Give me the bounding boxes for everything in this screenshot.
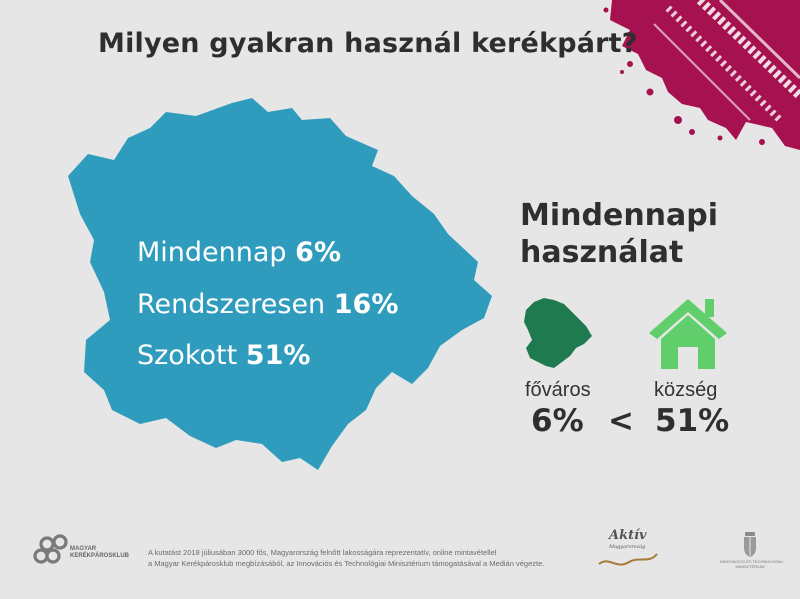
stat-value: 51% bbox=[245, 340, 311, 371]
ministry-line: MINISZTÉRIUM bbox=[735, 564, 765, 569]
stat-label: Mindennap bbox=[137, 237, 287, 268]
stats-list: Mindennap 6% Rendszeresen 16% Szokott 51… bbox=[137, 236, 398, 391]
stat-regular: Rendszeresen 16% bbox=[137, 288, 398, 321]
footer-note-line: A kutatást 2018 júliusában 3000 fős, Mag… bbox=[148, 548, 497, 557]
village-value: 51% bbox=[655, 403, 730, 439]
heading-line: Mindennapi bbox=[520, 198, 719, 233]
stat-label: Rendszeresen bbox=[137, 288, 326, 320]
stat-value: 6% bbox=[295, 237, 342, 268]
logo-line: MAGYAR bbox=[70, 546, 97, 552]
ministry-name: INNOVÁCIÓS ÉS TECHNOLÓGIAI MINISZTÉRIUM bbox=[720, 559, 783, 569]
ministry-logo: INNOVÁCIÓS ÉS TECHNOLÓGIAI MINISZTÉRIUM bbox=[720, 530, 783, 580]
comparison-operator: < bbox=[608, 403, 634, 439]
heading-line: használat bbox=[520, 235, 684, 270]
aktiv-swoosh-icon bbox=[598, 553, 658, 566]
aktiv-subtitle: Magyarország bbox=[609, 544, 646, 550]
village-label: község bbox=[654, 379, 718, 401]
footer-note-line: a Magyar Kerékpárosklub megbízásából, az… bbox=[148, 559, 545, 568]
aktiv-magyarorszag-logo: Aktív Magyarország bbox=[595, 528, 675, 578]
footer-note: A kutatást 2018 júliusában 3000 fős, Mag… bbox=[148, 547, 544, 569]
capital-map-icon bbox=[524, 298, 592, 368]
coat-of-arms-icon bbox=[744, 532, 756, 557]
logo-line: KERÉKPÁROSKLUB bbox=[70, 553, 130, 559]
capital-label: főváros bbox=[525, 379, 591, 401]
capital-value: 6% bbox=[531, 403, 584, 439]
bike-club-logo-text: MAGYAR KERÉKPÁROSKLUB bbox=[70, 546, 129, 560]
splash-decoration bbox=[603, 0, 800, 150]
house-icon bbox=[649, 299, 727, 369]
bike-club-logo-icon bbox=[33, 534, 68, 564]
stat-label: Szokott bbox=[137, 340, 238, 371]
stat-value: 16% bbox=[333, 288, 399, 320]
aktiv-title: Aktív bbox=[609, 528, 647, 543]
page-title: Milyen gyakran használ kerékpárt? bbox=[98, 28, 638, 59]
stat-occasional: Szokott 51% bbox=[137, 339, 398, 372]
daily-use-heading: Mindennapi használat bbox=[520, 197, 718, 271]
ministry-line: INNOVÁCIÓS ÉS TECHNOLÓGIAI bbox=[720, 559, 783, 564]
stat-daily: Mindennap 6% bbox=[137, 236, 398, 269]
